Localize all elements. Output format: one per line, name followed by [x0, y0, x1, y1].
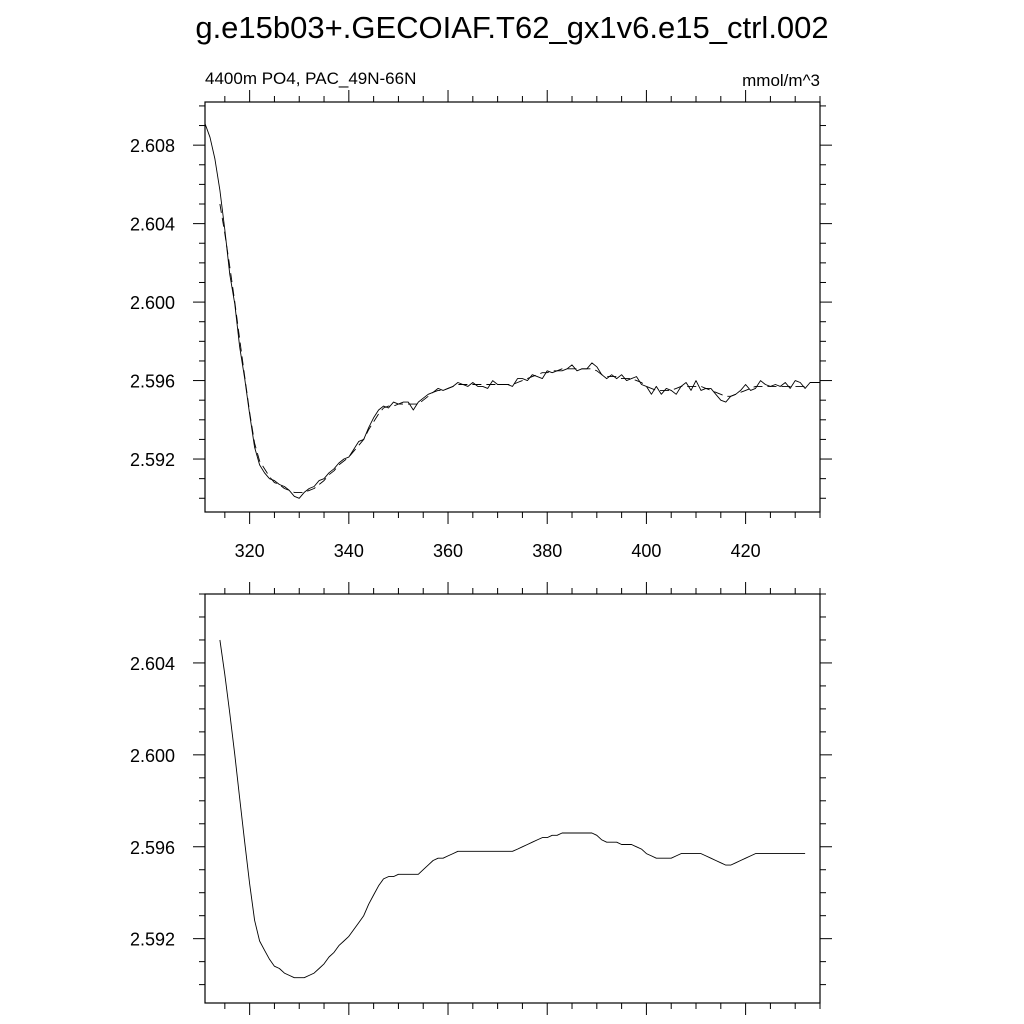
top-y-tick-label: 2.608 — [130, 136, 175, 156]
top-series-line-0 — [204, 123, 820, 499]
bottom-panel: 2.592 2.596 2.600 2.604 — [130, 582, 832, 1015]
bottom-series-line-0 — [219, 639, 806, 979]
bottom-plot-frame — [204, 593, 821, 1004]
top-series-smoothed-dashed — [219, 203, 806, 493]
top-y-tick-label: 2.600 — [130, 293, 175, 313]
top-x-tick-label: 360 — [433, 541, 463, 561]
top-panel-subtitle-right: mmol/m^3 — [742, 71, 820, 90]
top-x-tick-label: 380 — [532, 541, 562, 561]
bottom-y-tick-label: 2.604 — [130, 654, 175, 674]
bottom-y-tick-label: 2.592 — [130, 930, 175, 950]
top-panel-subtitle-left: 4400m PO4, PAC_49N-66N — [205, 69, 416, 88]
top-y-tick-label: 2.604 — [130, 215, 175, 235]
bottom-y-tick-label: 2.600 — [130, 746, 175, 766]
top-y-tick-label: 2.592 — [130, 450, 175, 470]
top-panel: 320 340 360 380 400 420 2.592 2.596 2.600 2.604 2.… — [130, 90, 832, 561]
top-y-tick-label: 2.596 — [130, 372, 175, 392]
top-x-tick-label: 400 — [631, 541, 661, 561]
top-x-tick-label: 340 — [334, 541, 364, 561]
top-x-tick-label: 420 — [731, 541, 761, 561]
top-plot-frame — [204, 101, 821, 513]
figure-title: g.e15b03+.GECOIAF.T62_gx1v6.e15_ctrl.002 — [195, 10, 828, 45]
bottom-y-tick-label: 2.596 — [130, 838, 175, 858]
top-x-tick-label: 320 — [235, 541, 265, 561]
